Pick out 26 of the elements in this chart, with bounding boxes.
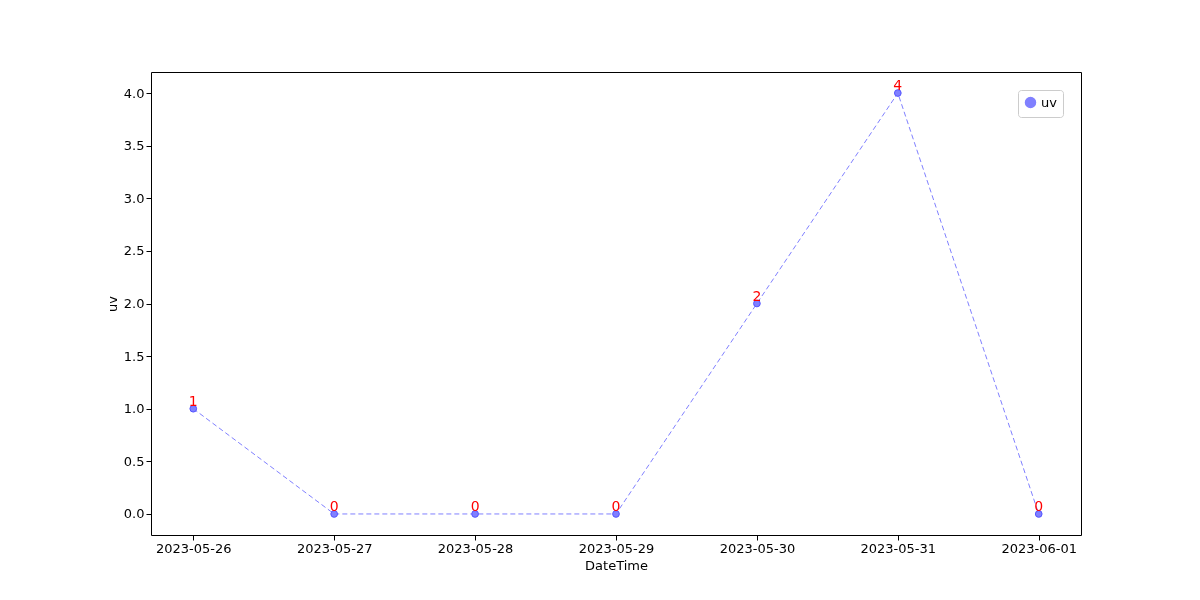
- y-tick-label: 3.0: [123, 190, 145, 206]
- data-label: 0: [329, 497, 339, 514]
- data-label: 2: [752, 287, 762, 304]
- x-tick-label: 2023-05-28: [437, 540, 514, 556]
- x-tick-label: 2023-05-27: [296, 540, 373, 556]
- x-tick-label: 2023-05-29: [578, 540, 655, 556]
- data-label: 4: [893, 77, 903, 94]
- y-tick-label: 1.5: [123, 348, 145, 364]
- x-tick-label: 2023-05-30: [719, 540, 796, 556]
- x-tick-label: 2023-06-01: [1001, 540, 1078, 556]
- y-tick-label: 2.5: [123, 243, 145, 259]
- x-tick-label: 2023-05-31: [860, 540, 937, 556]
- y-tick-label: 2.0: [123, 296, 145, 311]
- y-tick-label: 4.0: [123, 85, 145, 101]
- y-tick-label: 3.5: [123, 138, 145, 154]
- x-tick-label: 2023-05-26: [155, 540, 232, 556]
- data-label: 1: [188, 392, 198, 409]
- data-label: 0: [470, 497, 480, 514]
- data-label: 0: [1034, 497, 1044, 514]
- y-axis-title: uv: [104, 295, 120, 312]
- y-tick-label: 1.0: [123, 401, 145, 417]
- x-axis-title: DateTime: [585, 557, 648, 573]
- legend-label: uv: [1041, 94, 1058, 110]
- y-tick-label: 0.5: [123, 453, 145, 469]
- data-label: 0: [611, 497, 621, 514]
- y-tick-label: 0.0: [123, 506, 145, 522]
